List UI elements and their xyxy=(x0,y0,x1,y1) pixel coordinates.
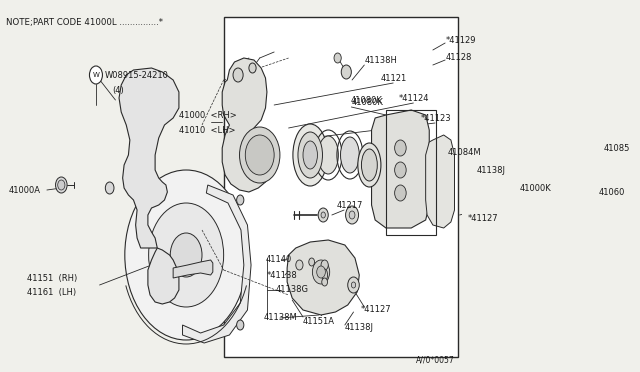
Circle shape xyxy=(56,177,67,193)
Ellipse shape xyxy=(340,137,359,173)
Text: W08915-24210: W08915-24210 xyxy=(104,71,168,80)
Text: 41217: 41217 xyxy=(337,201,364,209)
Ellipse shape xyxy=(395,140,406,156)
Circle shape xyxy=(334,53,341,63)
Circle shape xyxy=(125,170,248,340)
Text: 41140: 41140 xyxy=(266,256,292,264)
Circle shape xyxy=(148,203,223,307)
Text: NOTE;PART CODE 41000L ...............*: NOTE;PART CODE 41000L ...............* xyxy=(6,18,163,27)
Ellipse shape xyxy=(395,185,406,201)
Circle shape xyxy=(351,282,356,288)
Text: 41010  <LH>: 41010 <LH> xyxy=(179,125,236,135)
Ellipse shape xyxy=(322,269,328,281)
Circle shape xyxy=(296,260,303,270)
Circle shape xyxy=(318,208,328,222)
Text: 41151  (RH): 41151 (RH) xyxy=(28,273,77,282)
Text: *41124: *41124 xyxy=(399,93,429,103)
Circle shape xyxy=(341,65,351,79)
Ellipse shape xyxy=(298,132,323,178)
Ellipse shape xyxy=(362,149,378,181)
Text: 41000A: 41000A xyxy=(9,186,41,195)
Text: 41080K: 41080K xyxy=(351,96,383,105)
Text: *41138: *41138 xyxy=(267,270,298,279)
Text: 41000  <RH>: 41000 <RH> xyxy=(179,110,237,119)
Circle shape xyxy=(58,180,65,190)
Ellipse shape xyxy=(293,124,328,186)
Polygon shape xyxy=(372,110,429,228)
Text: (4): (4) xyxy=(112,86,124,94)
Circle shape xyxy=(233,68,243,82)
Circle shape xyxy=(308,258,314,266)
Text: 41060: 41060 xyxy=(599,187,625,196)
Text: 41138J: 41138J xyxy=(344,324,373,333)
Circle shape xyxy=(237,320,244,330)
Circle shape xyxy=(312,260,330,284)
Circle shape xyxy=(317,266,325,278)
Circle shape xyxy=(321,212,325,218)
Text: 41161  (LH): 41161 (LH) xyxy=(28,289,77,298)
Circle shape xyxy=(90,66,102,84)
Text: 41138M: 41138M xyxy=(263,314,297,323)
Ellipse shape xyxy=(395,162,406,178)
Bar xyxy=(223,17,458,357)
Text: 41138H: 41138H xyxy=(364,55,397,64)
Text: W: W xyxy=(93,72,99,78)
Circle shape xyxy=(170,233,202,277)
Circle shape xyxy=(245,135,274,175)
Polygon shape xyxy=(426,135,454,228)
Bar xyxy=(386,110,436,235)
Text: *41127: *41127 xyxy=(467,214,498,222)
Polygon shape xyxy=(222,58,273,192)
Text: 41138G: 41138G xyxy=(276,285,308,295)
Circle shape xyxy=(321,260,328,270)
Text: 41085: 41085 xyxy=(603,144,630,153)
Text: *41129: *41129 xyxy=(446,35,476,45)
Text: 41000K: 41000K xyxy=(520,183,551,192)
Polygon shape xyxy=(119,68,179,248)
Polygon shape xyxy=(287,240,359,315)
Circle shape xyxy=(249,63,256,73)
Circle shape xyxy=(348,277,359,293)
Text: *41127: *41127 xyxy=(361,305,391,314)
Text: 41151A: 41151A xyxy=(303,317,335,327)
Text: 41084M: 41084M xyxy=(447,148,481,157)
Circle shape xyxy=(106,182,114,194)
Circle shape xyxy=(239,127,280,183)
Text: 41138J: 41138J xyxy=(476,166,505,174)
Circle shape xyxy=(349,211,355,219)
Polygon shape xyxy=(182,185,251,343)
Polygon shape xyxy=(148,248,179,304)
Ellipse shape xyxy=(303,141,317,169)
Text: 41121: 41121 xyxy=(380,74,406,83)
Polygon shape xyxy=(173,260,213,278)
Text: A//0*0057: A//0*0057 xyxy=(416,356,454,365)
Text: *41123: *41123 xyxy=(420,113,451,122)
Ellipse shape xyxy=(358,143,381,187)
Text: 41128: 41128 xyxy=(446,52,472,61)
Ellipse shape xyxy=(318,136,339,174)
Circle shape xyxy=(322,278,328,286)
Circle shape xyxy=(237,195,244,205)
Text: 41080K: 41080K xyxy=(351,97,383,106)
Circle shape xyxy=(346,206,358,224)
